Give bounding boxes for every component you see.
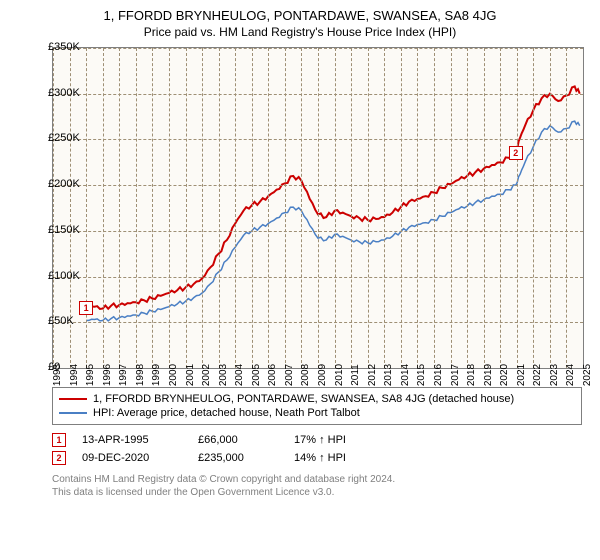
x-tick-label: 2012 xyxy=(367,364,378,386)
legend-row: HPI: Average price, detached house, Neat… xyxy=(59,406,575,420)
chart-area: 12 £0£50K£100K£150K£200K£250K£300K£350K1… xyxy=(52,47,582,369)
x-tick-label: 2020 xyxy=(499,364,510,386)
legend-swatch xyxy=(59,398,87,400)
x-tick-label: 2015 xyxy=(416,364,427,386)
x-tick-label: 1996 xyxy=(102,364,113,386)
events-table: 1 13-APR-1995 £66,000 17% ↑ HPI 2 09-DEC-2020… xyxy=(52,431,582,467)
x-tick-label: 1998 xyxy=(135,364,146,386)
plot-background: 12 xyxy=(52,47,584,369)
x-tick-label: 2023 xyxy=(549,364,560,386)
footer-attribution: Contains HM Land Registry data © Crown c… xyxy=(52,473,590,499)
x-tick-label: 2004 xyxy=(234,364,245,386)
event-row: 2 09-DEC-2020 £235,000 14% ↑ HPI xyxy=(52,449,582,467)
event-pct: 17% ↑ HPI xyxy=(294,434,414,446)
event-price: £235,000 xyxy=(198,452,278,464)
chart-subtitle: Price paid vs. HM Land Registry's House … xyxy=(10,25,590,39)
event-marker-icon: 1 xyxy=(52,433,66,447)
x-tick-label: 1993 xyxy=(52,364,63,386)
event-price: £66,000 xyxy=(198,434,278,446)
series-hpi xyxy=(86,121,580,321)
x-tick-label: 2002 xyxy=(201,364,212,386)
event-date: 09-DEC-2020 xyxy=(82,452,182,464)
x-tick-label: 2008 xyxy=(300,364,311,386)
event-marker-1: 1 xyxy=(79,301,93,315)
x-tick-label: 2006 xyxy=(267,364,278,386)
event-date: 13-APR-1995 xyxy=(82,434,182,446)
x-tick-label: 1995 xyxy=(85,364,96,386)
x-tick-label: 2016 xyxy=(433,364,444,386)
x-tick-label: 2000 xyxy=(168,364,179,386)
series-price_paid xyxy=(86,86,580,309)
x-tick-label: 2009 xyxy=(317,364,328,386)
legend-box: 1, FFORDD BRYNHEULOG, PONTARDAWE, SWANSE… xyxy=(52,387,582,425)
event-marker-2: 2 xyxy=(509,146,523,160)
x-tick-label: 2013 xyxy=(383,364,394,386)
legend-swatch xyxy=(59,412,87,414)
x-tick-label: 2011 xyxy=(350,364,361,386)
legend-row: 1, FFORDD BRYNHEULOG, PONTARDAWE, SWANSE… xyxy=(59,392,575,406)
x-tick-label: 2022 xyxy=(532,364,543,386)
x-tick-label: 1997 xyxy=(118,364,129,386)
legend-label: 1, FFORDD BRYNHEULOG, PONTARDAWE, SWANSE… xyxy=(93,393,514,405)
event-marker-icon: 2 xyxy=(52,451,66,465)
x-tick-label: 2025 xyxy=(582,364,593,386)
event-pct: 14% ↑ HPI xyxy=(294,452,414,464)
chart-title: 1, FFORDD BRYNHEULOG, PONTARDAWE, SWANSE… xyxy=(10,8,590,23)
x-tick-label: 2007 xyxy=(284,364,295,386)
x-tick-label: 2014 xyxy=(400,364,411,386)
x-tick-label: 1994 xyxy=(69,364,80,386)
x-tick-label: 2017 xyxy=(450,364,461,386)
x-tick-label: 2003 xyxy=(218,364,229,386)
x-tick-label: 2019 xyxy=(483,364,494,386)
legend-label: HPI: Average price, detached house, Neat… xyxy=(93,407,360,419)
event-row: 1 13-APR-1995 £66,000 17% ↑ HPI xyxy=(52,431,582,449)
x-tick-label: 2021 xyxy=(516,364,527,386)
x-tick-label: 2018 xyxy=(466,364,477,386)
x-tick-label: 2010 xyxy=(334,364,345,386)
x-tick-label: 2005 xyxy=(251,364,262,386)
x-tick-label: 2001 xyxy=(185,364,196,386)
x-tick-label: 2024 xyxy=(565,364,576,386)
x-tick-label: 1999 xyxy=(151,364,162,386)
